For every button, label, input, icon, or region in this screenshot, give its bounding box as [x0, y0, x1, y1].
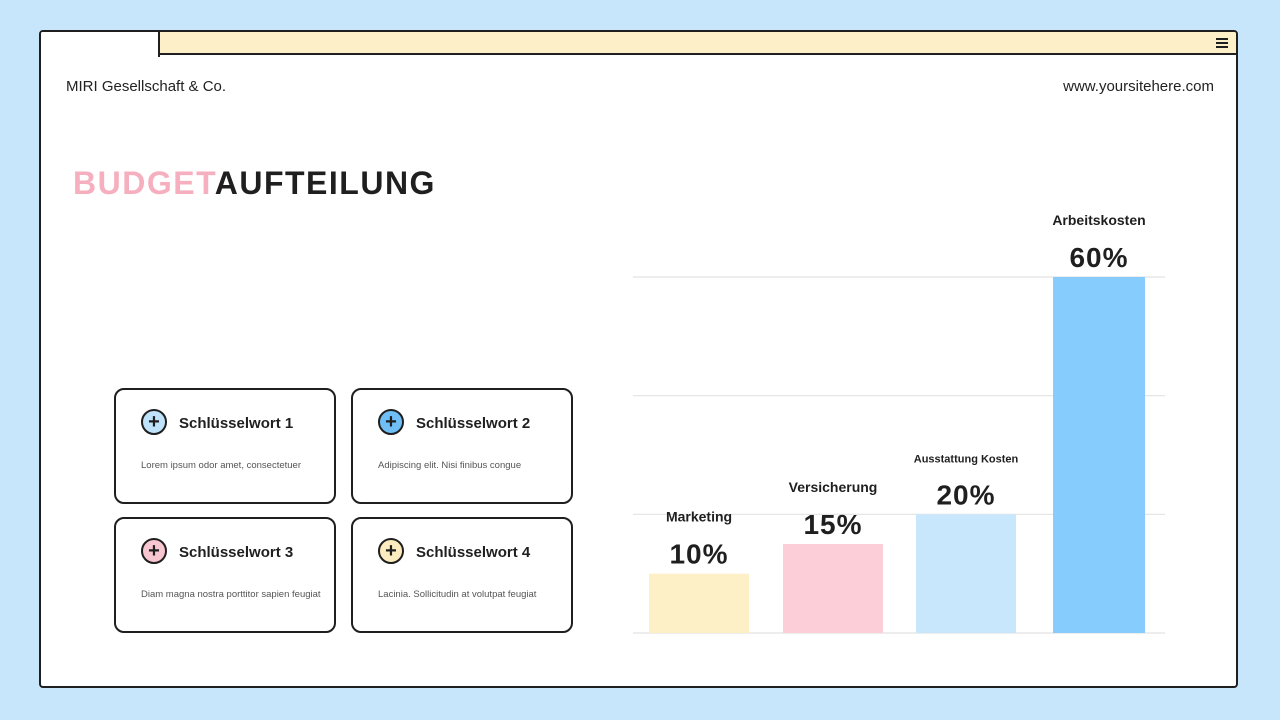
title-main: AUFTEILUNG	[214, 165, 436, 201]
plus-circle-icon: +	[141, 409, 167, 435]
bar-arbeitskosten	[1053, 277, 1145, 633]
bar-versicherung	[783, 544, 883, 633]
bar-category-label: Ausstattung Kosten	[914, 453, 1019, 465]
card-title: Schlüsselwort 1	[179, 415, 294, 432]
card-title: Schlüsselwort 4	[416, 544, 531, 561]
title-accent: BUDGET	[73, 165, 215, 201]
card-description: Lacinia. Sollicitudin at volutpat feugia…	[378, 589, 537, 600]
plus-circle-icon: +	[378, 409, 404, 435]
page-title: BUDGETAUFTEILUNG	[73, 165, 436, 202]
bar-ausstattung-kosten	[916, 514, 1016, 633]
bar-category-label: Arbeitskosten	[1052, 212, 1145, 228]
bar-marketing	[649, 573, 749, 633]
plus-circle-icon: +	[378, 538, 404, 564]
company-name: MIRI Gesellschaft & Co.	[66, 78, 227, 95]
keyword-card-2: + Schlüsselwort 2 Adipiscing elit. Nisi …	[351, 388, 573, 504]
budget-bar-chart: 10% Marketing 15% Versicherung 20% Ausstattun…	[633, 212, 1165, 634]
plus-circle-icon: +	[141, 538, 167, 564]
tab-bar	[41, 32, 1236, 57]
bar-value-label: 10%	[669, 539, 728, 570]
active-tab[interactable]	[41, 32, 160, 57]
keyword-card-3: + Schlüsselwort 3 Diam magna nostra port…	[114, 517, 336, 633]
bar-value-label: 15%	[803, 509, 862, 540]
keyword-card-1: + Schlüsselwort 1 Lorem ipsum odor amet,…	[114, 388, 336, 504]
keyword-card-4: + Schlüsselwort 4 Lacinia. Sollicitudin …	[351, 517, 573, 633]
card-title: Schlüsselwort 2	[416, 415, 531, 432]
hamburger-menu-icon[interactable]	[1216, 37, 1228, 49]
website-url: www.yoursitehere.com	[1063, 78, 1214, 95]
card-description: Adipiscing elit. Nisi finibus congue	[378, 460, 522, 471]
bar-value-label: 20%	[936, 479, 995, 510]
card-description: Lorem ipsum odor amet, consectetuer	[141, 460, 301, 471]
card-description: Diam magna nostra porttitor sapien feugi…	[141, 589, 321, 600]
bar-category-label: Versicherung	[789, 479, 878, 495]
bar-category-label: Marketing	[666, 509, 732, 525]
card-title: Schlüsselwort 3	[179, 544, 294, 561]
bar-value-label: 60%	[1069, 242, 1128, 273]
